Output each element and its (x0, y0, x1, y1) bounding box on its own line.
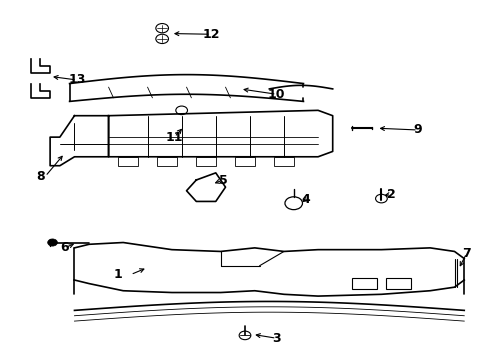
Text: 4: 4 (301, 193, 310, 206)
Bar (157, 157, 177, 166)
Bar (386, 278, 411, 289)
Text: 9: 9 (414, 123, 422, 136)
Text: 3: 3 (272, 332, 281, 345)
Text: 11: 11 (166, 131, 183, 144)
Text: 2: 2 (387, 188, 395, 201)
Bar (352, 278, 376, 289)
Text: 8: 8 (36, 170, 45, 183)
Circle shape (48, 239, 57, 246)
Text: 13: 13 (68, 73, 86, 86)
Text: 12: 12 (202, 28, 220, 41)
Text: 6: 6 (60, 241, 69, 255)
Bar (196, 157, 216, 166)
Bar (235, 157, 255, 166)
Text: 5: 5 (219, 174, 227, 186)
Text: 10: 10 (268, 88, 285, 101)
Bar (118, 157, 138, 166)
Text: 1: 1 (114, 268, 122, 281)
Text: 7: 7 (462, 247, 471, 260)
Bar (274, 157, 294, 166)
